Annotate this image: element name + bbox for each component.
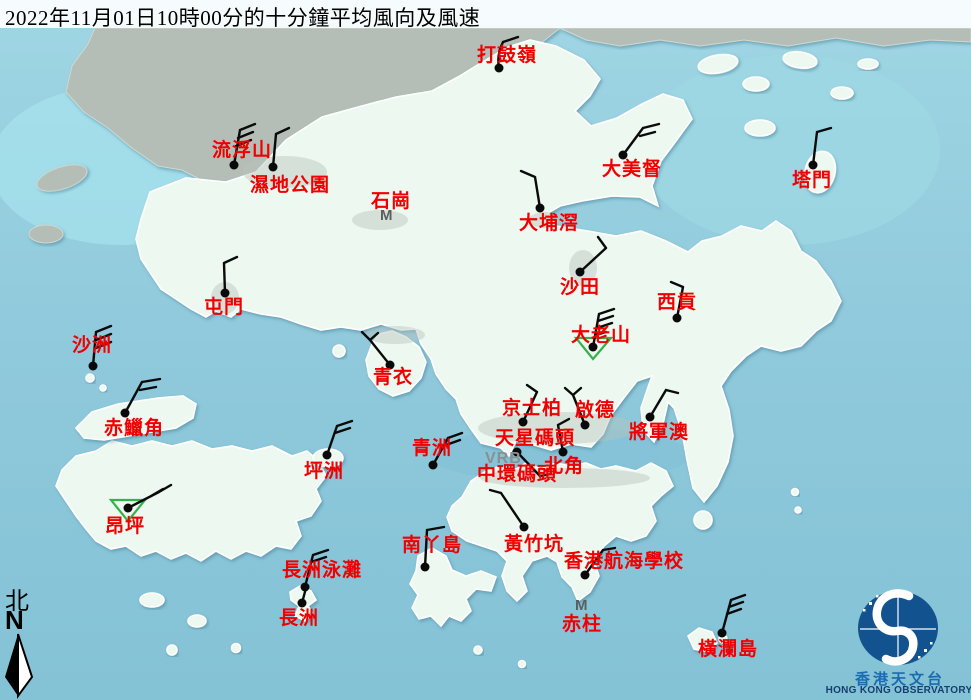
station-dot <box>717 628 727 638</box>
station-dot <box>428 460 438 470</box>
station-dot <box>88 361 98 371</box>
hko-logo <box>858 589 938 666</box>
wind-barb <box>521 383 539 424</box>
station-dot <box>588 342 598 352</box>
wind-barb <box>578 235 608 274</box>
station-dot <box>268 162 278 172</box>
shenzhen-landmass <box>28 27 971 244</box>
station-dot <box>494 63 504 73</box>
wind-barb <box>222 255 239 295</box>
new-territories-landmass <box>135 39 842 504</box>
wind-barb <box>123 377 162 415</box>
north-arrow <box>5 633 34 700</box>
compass-label-zh: 北 <box>5 589 29 615</box>
wind-barb <box>126 483 173 510</box>
airport-island <box>74 395 197 441</box>
station-dot <box>580 420 590 430</box>
wind-barb <box>519 169 542 210</box>
wind-barb <box>232 122 257 167</box>
wind-barb <box>271 126 291 169</box>
station-dot <box>385 360 395 370</box>
station-dot <box>535 203 545 213</box>
station-dot <box>220 288 230 298</box>
wind-barb <box>431 431 464 467</box>
lantau-island <box>55 440 327 562</box>
station-dot <box>558 447 568 457</box>
logo-sparkles <box>863 595 933 659</box>
station-dot <box>519 522 529 532</box>
station-dot <box>618 150 628 160</box>
station-dot <box>808 160 818 170</box>
wind-barb <box>360 330 392 367</box>
station-dot <box>297 598 307 608</box>
station-dot <box>300 582 310 592</box>
wind-barb <box>591 307 616 349</box>
mirs-bay-water <box>640 55 940 245</box>
wind-barb <box>648 388 680 419</box>
station-dot <box>229 160 239 170</box>
wind-barb <box>621 122 661 157</box>
outlying-islands <box>85 50 879 669</box>
compass-label-en: N <box>5 605 24 635</box>
logo-name-zh: 香港天文台 <box>854 672 945 688</box>
wind-barb <box>669 280 685 320</box>
wind-barb <box>720 593 747 635</box>
station-dot <box>580 570 590 580</box>
wind-barb <box>811 126 833 167</box>
station-dot <box>120 408 130 418</box>
wind-barb <box>556 417 571 454</box>
logo-s-swirl <box>872 589 918 666</box>
wind-barb <box>488 488 526 529</box>
wind-barb <box>303 548 330 589</box>
station-dot <box>322 450 332 460</box>
station-symbol-layer <box>88 35 833 638</box>
station-dot <box>518 417 528 427</box>
map-title: 2022年11月01日10時00分的十分鐘平均風向及風速 <box>5 6 481 30</box>
station-dot <box>123 503 133 513</box>
wind-barb <box>325 419 354 457</box>
wind-barb <box>563 386 587 427</box>
station-dot <box>575 267 585 277</box>
wind-barb <box>423 525 446 569</box>
wind-barb <box>583 546 617 577</box>
logo-name-en: HONG KONG OBSERVATORY <box>825 685 971 696</box>
station-dot <box>645 412 655 422</box>
gust-triangle <box>108 498 148 523</box>
station-dot <box>672 313 682 323</box>
station-dot <box>512 447 522 457</box>
title-bar: 2022年11月01日10時00分的十分鐘平均風向及風速 <box>0 0 971 30</box>
station-dot <box>420 562 430 572</box>
wind-barb <box>91 324 113 368</box>
wind-barb <box>515 450 553 478</box>
